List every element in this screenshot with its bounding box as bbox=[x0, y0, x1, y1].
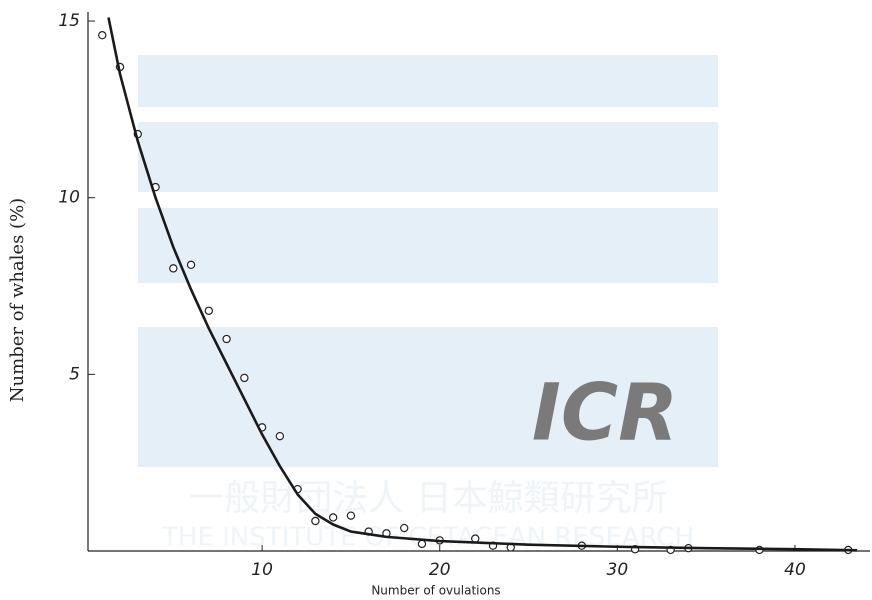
watermark-band bbox=[138, 327, 718, 467]
data-point bbox=[417, 539, 427, 549]
data-point bbox=[311, 516, 320, 526]
data-point bbox=[169, 264, 178, 273]
watermark-logo: ICR bbox=[532, 368, 678, 458]
data-point bbox=[222, 334, 231, 344]
data-point bbox=[400, 523, 409, 533]
data-point bbox=[186, 260, 196, 270]
fit-curve bbox=[107, 17, 858, 552]
x-tick-label: 30 bbox=[607, 560, 629, 580]
data-point bbox=[346, 511, 356, 520]
data-point bbox=[275, 431, 285, 441]
watermark-text: THE INSTITUTE OF CETACEAN RESEARCH bbox=[161, 523, 694, 553]
watermark-band bbox=[138, 208, 718, 283]
y-axis-label: Number of whales (%) bbox=[7, 198, 28, 402]
y-tick-label: 10 bbox=[58, 188, 80, 208]
data-point bbox=[240, 373, 249, 383]
x-tick-label: 10 bbox=[251, 560, 273, 580]
data-point bbox=[98, 30, 107, 40]
x-tick-label: 40 bbox=[784, 560, 806, 580]
y-tick-label: 15 bbox=[58, 11, 80, 31]
x-tick-label: 20 bbox=[429, 560, 451, 580]
data-point bbox=[328, 513, 338, 522]
watermark-band bbox=[138, 55, 718, 107]
y-tick-label: 5 bbox=[69, 364, 80, 384]
watermark-band bbox=[138, 122, 718, 192]
watermark: ICR 一般財団法人 日本鯨類研究所 THE INSTITUTE OF CETA… bbox=[138, 55, 718, 553]
watermark-text: 一般財団法人 日本鯨類研究所 bbox=[188, 478, 667, 519]
x-axis-label: Number of ovulations bbox=[371, 584, 500, 598]
data-point bbox=[204, 306, 214, 315]
